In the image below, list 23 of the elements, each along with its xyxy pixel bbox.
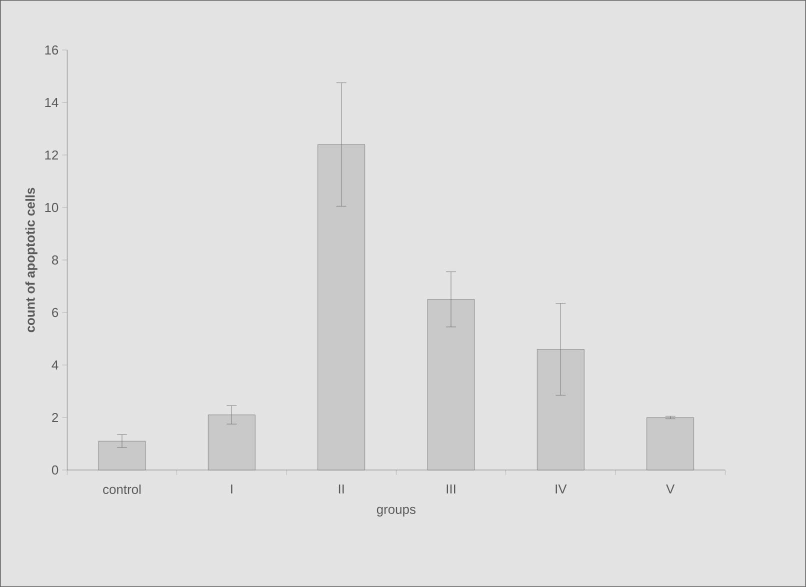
- x-tick-label: II: [338, 484, 344, 494]
- y-tick-label: 4: [52, 360, 58, 370]
- y-tick-label: 14: [45, 98, 58, 107]
- y-tick-label: 16: [45, 45, 58, 55]
- y-tick-label: 2: [52, 412, 58, 422]
- y-tick-label: 6: [52, 308, 58, 318]
- bar: [536, 349, 584, 470]
- x-tick-label: I: [231, 484, 232, 494]
- y-tick-label: 12: [45, 150, 58, 160]
- bar: [98, 440, 146, 470]
- y-tick-label: 8: [52, 255, 58, 265]
- x-tick-label: V: [666, 484, 675, 494]
- bar: [208, 414, 256, 470]
- x-axis-title: groups: [376, 506, 416, 517]
- x-tick-label: IV: [556, 484, 567, 494]
- y-axis-title: count of apoptotic cells: [25, 188, 38, 332]
- bar: [646, 417, 694, 470]
- bar: [318, 144, 366, 470]
- bar: [427, 299, 475, 470]
- x-tick-label: III: [446, 484, 456, 494]
- x-tick-label: control: [103, 484, 141, 494]
- y-tick-label: 10: [45, 202, 58, 212]
- y-tick-label: 0: [52, 465, 58, 475]
